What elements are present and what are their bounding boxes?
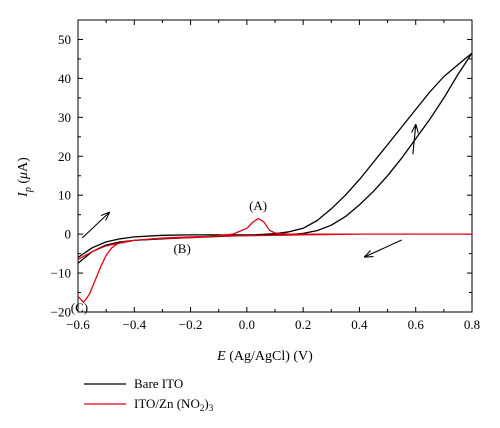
legend-label-bare-ito: Bare ITO [134, 376, 183, 391]
scan-direction-arrow [81, 213, 109, 239]
y-tick-label: 30 [58, 110, 71, 125]
plot-frame [77, 19, 473, 313]
x-tick-label: −0.2 [179, 317, 203, 332]
legend-label-ito-zn-no2-3: ITO/Zn (NO2)3 [134, 396, 214, 413]
x-tick-label: 0.2 [295, 317, 311, 332]
y-tick-label: 40 [58, 71, 71, 86]
y-axis-title: Ip (μA) [16, 157, 34, 198]
y-tick-label: 50 [58, 32, 71, 47]
series-line-bare-ito [77, 52, 473, 264]
scan-direction-arrow [413, 125, 416, 155]
x-tick-label: 0.6 [408, 317, 425, 332]
x-tick-label: −0.6 [66, 317, 90, 332]
y-tick-label: 20 [58, 149, 71, 164]
x-tick-label: −0.4 [122, 317, 146, 332]
plot-area: −0.6 −0.4 −0.2 0.0 0.2 0.4 0.6 0.8 −20 −10 0 10 20 30… [51, 19, 480, 332]
y-tick-label: −20 [51, 305, 71, 320]
peak-annotation: (B) [173, 241, 190, 256]
x-tick-label: 0.4 [351, 317, 368, 332]
series-line-ito-zn-no2-3 [77, 217, 473, 303]
y-tick-label: 0 [65, 227, 72, 242]
legend: Bare ITO ITO/Zn (NO2)3 [84, 376, 214, 413]
x-tick-label: 0.0 [239, 317, 255, 332]
y-tick-label: −10 [51, 266, 71, 281]
peak-annotation: (A) [249, 198, 267, 213]
x-tick-label: 0.8 [464, 317, 480, 332]
scan-direction-arrow [365, 239, 402, 257]
y-tick-label: 10 [58, 188, 71, 203]
peak-annotation: (C) [71, 300, 88, 315]
x-axis-title: E (Ag/AgCl) (V) [216, 349, 313, 364]
